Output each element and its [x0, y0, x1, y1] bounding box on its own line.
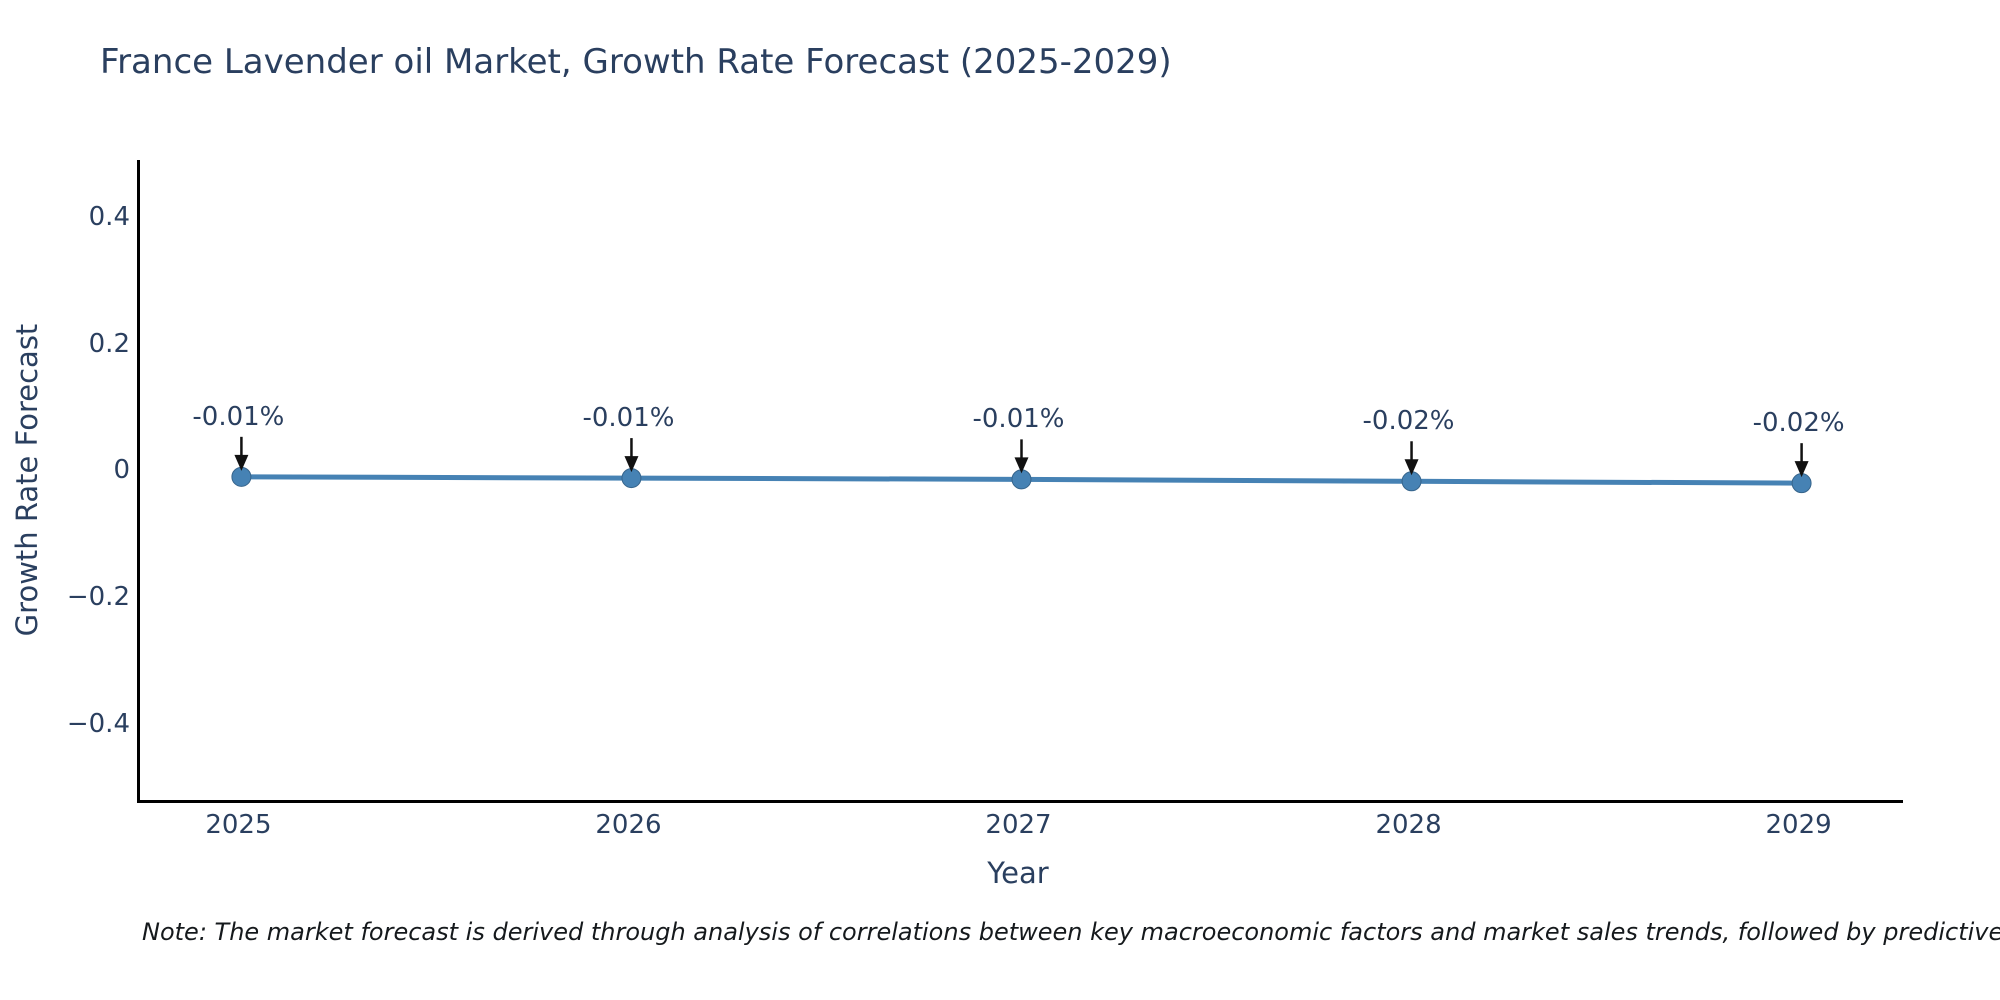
- y-tick-label: 0.2: [88, 328, 130, 359]
- forecast-line-plot: [231, 436, 1812, 494]
- y-tick-label: −0.4: [66, 708, 130, 739]
- annotation-arrowhead: [1404, 459, 1419, 476]
- y-axis-title: Growth Rate Forecast: [10, 323, 44, 637]
- y-tick-label: −0.2: [66, 582, 130, 613]
- x-tick-label: 2026: [595, 810, 662, 840]
- point-annotation: -0.01%: [192, 401, 285, 432]
- y-tick-label: 0: [113, 455, 130, 486]
- annotation-arrowhead: [1794, 461, 1809, 478]
- x-tick-label: 2028: [1375, 810, 1442, 840]
- point-annotation: -0.02%: [1362, 406, 1455, 437]
- plot-area: [137, 160, 1903, 803]
- point-annotation: -0.01%: [582, 403, 675, 434]
- annotation-arrowhead: [624, 456, 639, 473]
- annotation-arrowhead: [234, 454, 249, 471]
- point-annotation: -0.01%: [972, 404, 1065, 435]
- x-tick-label: 2025: [205, 810, 272, 840]
- footnote: Note: The market forecast is derived thr…: [142, 918, 2000, 946]
- x-tick-label: 2029: [1765, 810, 1832, 840]
- annotation-arrowhead: [1014, 457, 1029, 474]
- x-tick-label: 2027: [985, 810, 1052, 840]
- chart-title: France Lavender oil Market, Growth Rate …: [100, 42, 1172, 82]
- point-annotation: -0.02%: [1752, 408, 1845, 439]
- y-tick-label: 0.4: [88, 202, 130, 233]
- x-axis-title: Year: [987, 856, 1049, 890]
